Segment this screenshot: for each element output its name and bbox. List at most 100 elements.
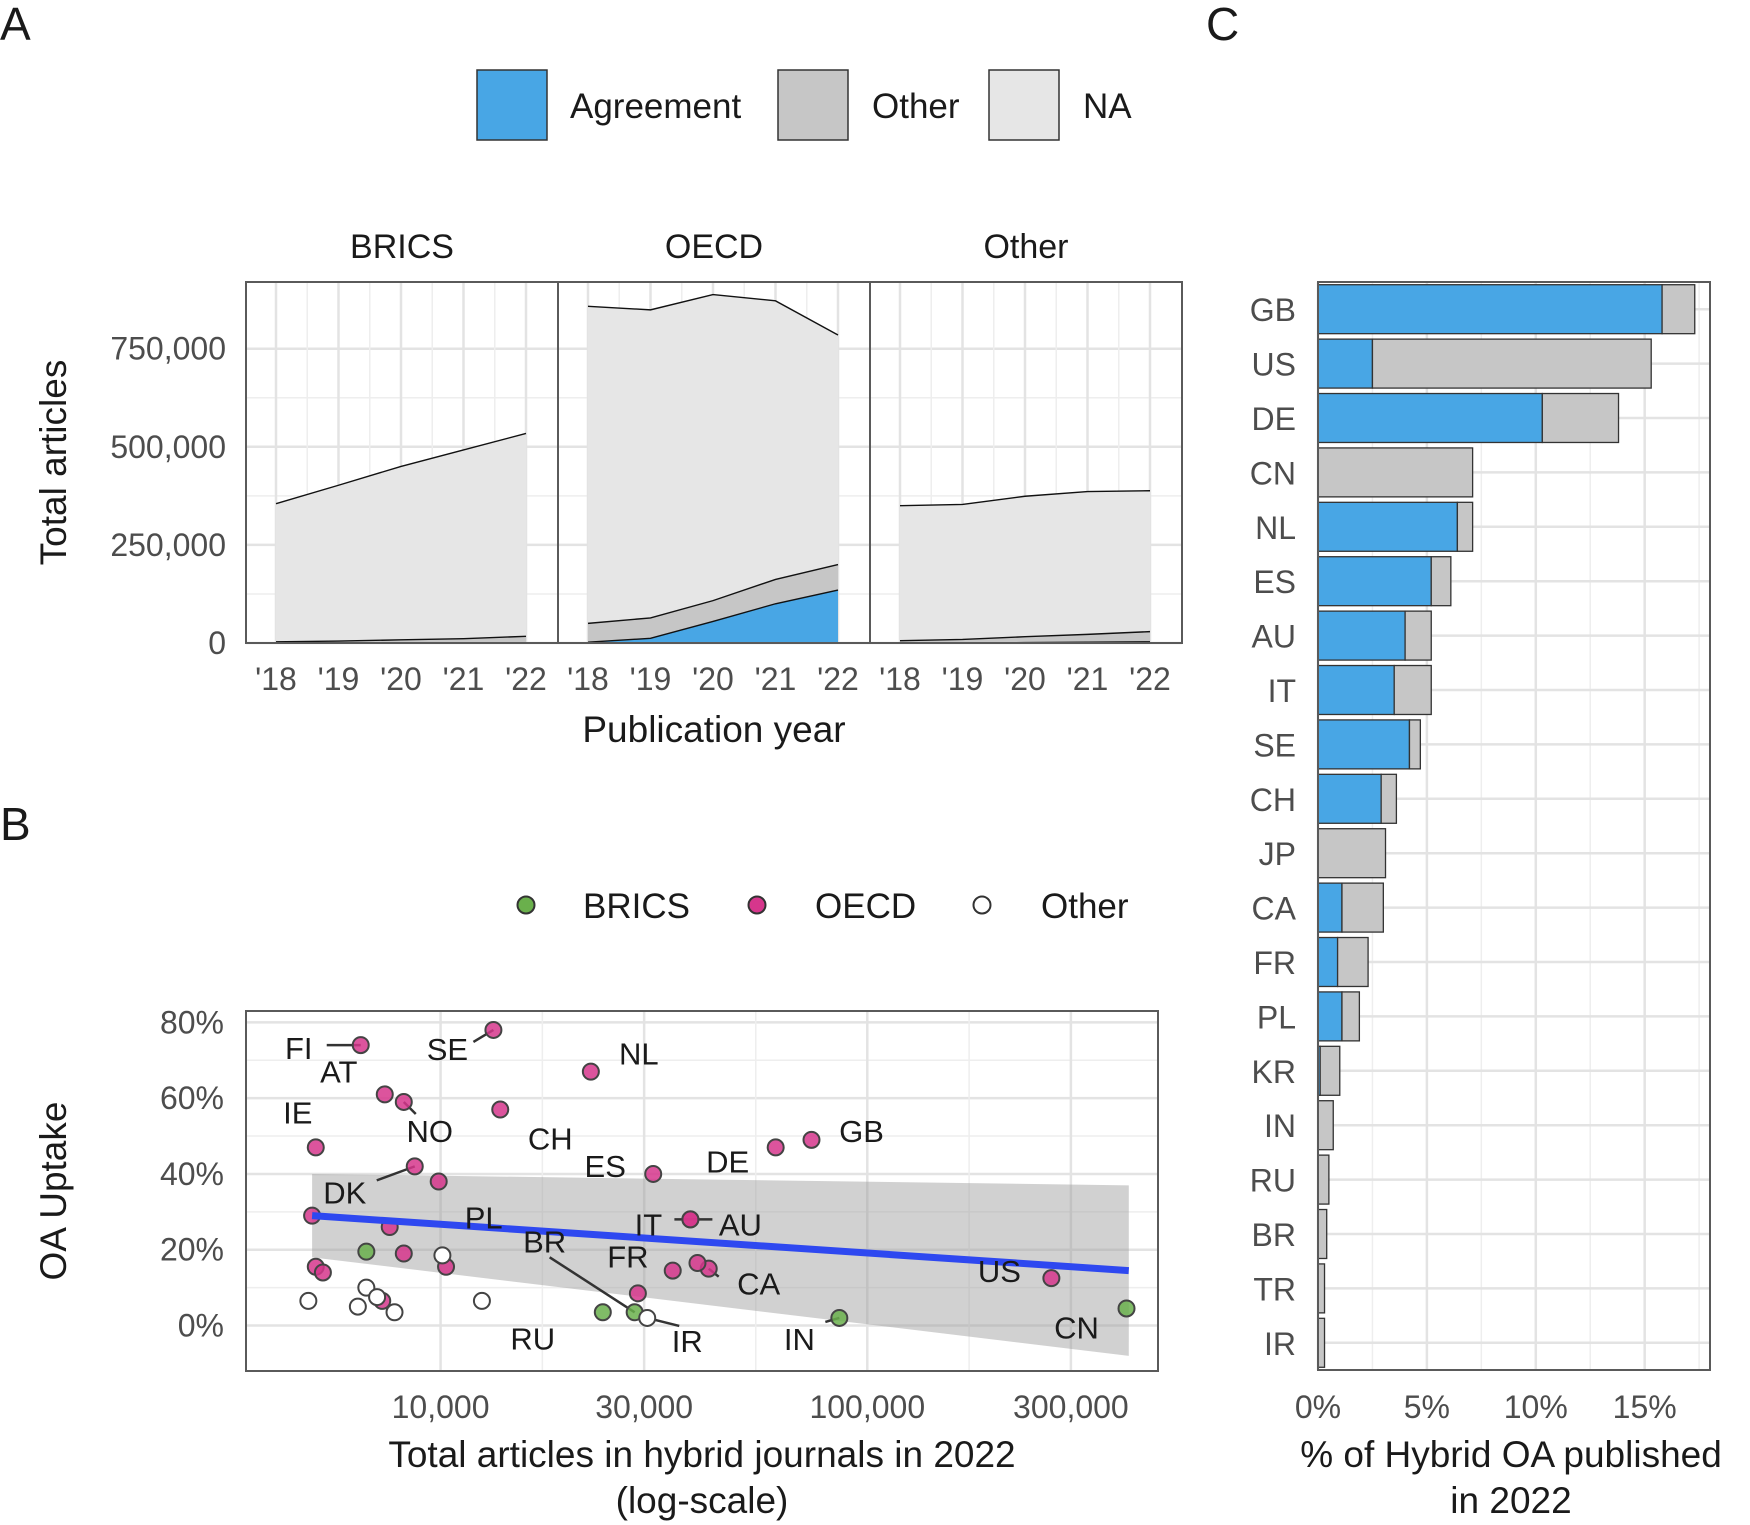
b-point-oecd bbox=[628, 1284, 647, 1303]
c-x-tick-label: 15% bbox=[1613, 1389, 1677, 1425]
a-x-axis-title: Publication year bbox=[582, 709, 845, 750]
b-point-label: CN bbox=[1054, 1310, 1099, 1345]
b-point-label: RU bbox=[510, 1321, 555, 1356]
legend-swatch-agreement bbox=[476, 69, 548, 141]
b-point-oecd bbox=[581, 1062, 600, 1081]
b-point-oecd bbox=[405, 1157, 424, 1176]
c-y-tick-label: US bbox=[1252, 347, 1296, 383]
c-y-tick-label: IN bbox=[1264, 1108, 1296, 1144]
legend-label-na: NA bbox=[1083, 87, 1132, 126]
b-point-oecd bbox=[1042, 1269, 1061, 1288]
a-facet-title: Other bbox=[983, 228, 1068, 266]
c-y-tick-label: CN bbox=[1250, 455, 1296, 491]
b-point-label: CH bbox=[528, 1122, 573, 1157]
b-y-axis-title: OA Uptake bbox=[33, 1102, 74, 1281]
c-bar-other bbox=[1319, 1045, 1341, 1096]
a-x-tick-label: '22 bbox=[505, 661, 547, 697]
c-bar-other bbox=[1341, 882, 1384, 933]
b-point-oecd bbox=[663, 1261, 682, 1280]
b-point-label: FR bbox=[607, 1239, 648, 1274]
c-y-tick-label: ES bbox=[1253, 564, 1296, 600]
a-x-tick-label: '19 bbox=[630, 661, 672, 697]
b-point-label: IN bbox=[784, 1322, 815, 1357]
a-x-tick-label: '21 bbox=[755, 661, 797, 697]
panel-letter-a: A bbox=[0, 0, 31, 50]
a-line-other bbox=[587, 563, 839, 625]
c-y-tick-label: PL bbox=[1257, 999, 1296, 1035]
c-y-tick-label: RU bbox=[1250, 1163, 1296, 1199]
a-y-axis-title: Total articles bbox=[33, 360, 74, 566]
c-bar-other bbox=[1317, 1100, 1334, 1151]
b-trend-line bbox=[311, 1212, 1130, 1275]
b-x-tick-label: 100,000 bbox=[809, 1389, 925, 1425]
legend-label-other-b: Other bbox=[1041, 887, 1129, 926]
b-y-tick-label: 20% bbox=[160, 1232, 224, 1268]
b-point-other bbox=[385, 1303, 404, 1322]
b-x-tick-label: 30,000 bbox=[595, 1389, 693, 1425]
c-bar-agreement bbox=[1317, 284, 1663, 335]
b-x-tick-label: 10,000 bbox=[392, 1389, 490, 1425]
c-y-tick-label: JP bbox=[1259, 836, 1296, 872]
b-point-oecd bbox=[306, 1138, 325, 1157]
b-point-other bbox=[472, 1291, 491, 1310]
c-bar-agreement bbox=[1317, 610, 1406, 661]
legend-a: Agreement Other NA bbox=[476, 69, 1132, 141]
b-point-label: SE bbox=[427, 1032, 468, 1067]
a-x-tick-label: '18 bbox=[567, 661, 609, 697]
c-bar-agreement bbox=[1317, 936, 1339, 988]
b-point-brics bbox=[1117, 1299, 1136, 1318]
b-y-tick-label: 80% bbox=[160, 1004, 224, 1040]
b-point-label: DE bbox=[706, 1144, 749, 1179]
a-y-tick-label: 250,000 bbox=[110, 527, 226, 563]
b-point-oecd bbox=[766, 1138, 785, 1157]
legend-dot-brics bbox=[516, 895, 536, 915]
b-point-oecd bbox=[688, 1254, 707, 1272]
c-bar-other bbox=[1317, 828, 1387, 879]
a-x-tick-label: '22 bbox=[817, 661, 859, 697]
b-y-tick-label: 60% bbox=[160, 1080, 224, 1116]
c-x-tick-label: 10% bbox=[1504, 1389, 1568, 1425]
legend-dot-other bbox=[972, 895, 992, 915]
legend-label-brics: BRICS bbox=[583, 887, 690, 926]
legend-b: BRICS OECD Other bbox=[516, 887, 1129, 926]
b-point-brics bbox=[830, 1308, 849, 1327]
b-point-brics bbox=[357, 1242, 376, 1261]
b-confidence-band bbox=[312, 1173, 1129, 1356]
b-y-tick-label: 0% bbox=[178, 1308, 224, 1344]
legend-label-oecd: OECD bbox=[815, 887, 916, 926]
a-area-na bbox=[588, 294, 838, 624]
c-y-tick-label: TR bbox=[1253, 1271, 1296, 1307]
b-point-oecd bbox=[394, 1092, 413, 1111]
a-line-agreement bbox=[587, 589, 839, 643]
legend-swatch-other bbox=[777, 69, 849, 141]
b-y-tick-label: 40% bbox=[160, 1156, 224, 1192]
legend-label-agreement: Agreement bbox=[570, 87, 741, 126]
c-y-tick-label: CH bbox=[1250, 782, 1296, 818]
c-bar-agreement bbox=[1317, 882, 1343, 933]
a-x-tick-label: '21 bbox=[443, 661, 485, 697]
legend-label-other: Other bbox=[872, 87, 960, 126]
b-point-label: FI bbox=[285, 1031, 313, 1066]
b-point-label: NL bbox=[619, 1037, 659, 1072]
b-point-label: IT bbox=[635, 1207, 663, 1242]
legend-swatch-na bbox=[988, 69, 1060, 141]
c-y-tick-label: IR bbox=[1264, 1326, 1296, 1362]
c-y-tick-label: GB bbox=[1250, 292, 1296, 328]
a-panel-frame bbox=[869, 281, 1183, 644]
c-panel-frame bbox=[1317, 281, 1711, 1371]
c-x-tick-label: 5% bbox=[1404, 1389, 1450, 1425]
c-bar-other bbox=[1380, 773, 1398, 824]
c-bar-agreement bbox=[1317, 501, 1459, 552]
c-y-tick-label: IT bbox=[1268, 673, 1296, 709]
c-y-tick-label: NL bbox=[1255, 510, 1296, 546]
a-y-tick-label: 500,000 bbox=[110, 429, 226, 465]
b-point-label: BR bbox=[523, 1224, 566, 1259]
a-x-tick-label: '21 bbox=[1067, 661, 1109, 697]
c-bar-agreement bbox=[1317, 773, 1382, 824]
b-x-tick-label: 300,000 bbox=[1013, 1389, 1129, 1425]
c-bar-other bbox=[1408, 719, 1422, 770]
a-x-tick-label: '22 bbox=[1129, 661, 1171, 697]
a-facet-title: BRICS bbox=[350, 228, 454, 266]
b-point-other bbox=[638, 1308, 657, 1327]
